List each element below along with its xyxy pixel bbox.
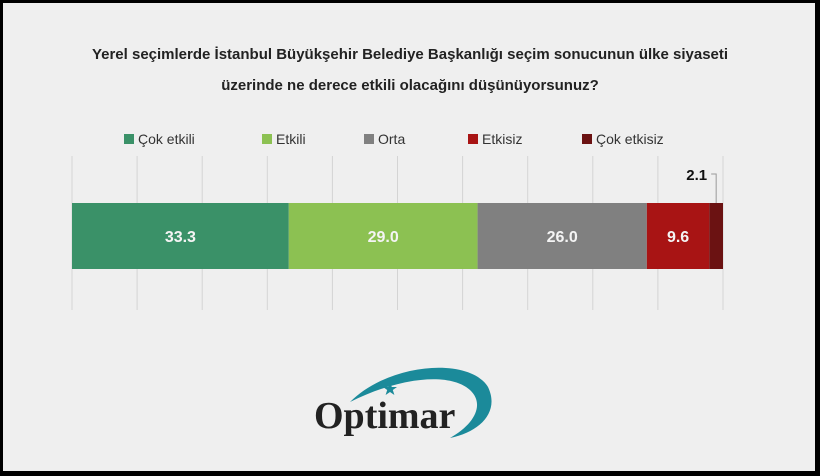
optimar-logo: Optimar (314, 367, 492, 438)
data-label: 26.0 (547, 229, 578, 246)
data-label: 9.6 (667, 229, 689, 246)
data-label: 2.1 (686, 167, 707, 184)
legend-swatch (262, 134, 272, 144)
leader-line (711, 173, 717, 203)
data-label: 33.3 (165, 229, 196, 246)
legend-item-etkisiz: Etkisiz (468, 131, 522, 147)
logo-swoosh (350, 367, 492, 438)
bar-segment-2 (477, 203, 647, 269)
bar-segment-4 (709, 203, 723, 269)
legend-item-cok-etkisiz: Çok etkisiz (582, 131, 664, 147)
logo-text: Optimar (314, 395, 456, 437)
legend-swatch (582, 134, 592, 144)
chart-title-line-2: üzerinde ne derece etkili olacağını düşü… (221, 77, 599, 94)
bar-segment-1 (288, 203, 478, 269)
data-label: 29.0 (368, 229, 399, 246)
bar-segment-3 (646, 203, 710, 269)
legend-item-cok-etkili: Çok etkili (124, 131, 195, 147)
legend-item-etkili: Etkili (262, 131, 306, 147)
legend-swatch (124, 134, 134, 144)
legend-swatch (468, 134, 478, 144)
logo-star-icon (383, 382, 397, 395)
bar-segment-0 (72, 203, 289, 269)
chart-title-line-1: Yerel seçimlerde İstanbul Büyükşehir Bel… (91, 46, 729, 63)
legend-item-orta: Orta (364, 131, 405, 147)
legend-swatch (364, 134, 374, 144)
